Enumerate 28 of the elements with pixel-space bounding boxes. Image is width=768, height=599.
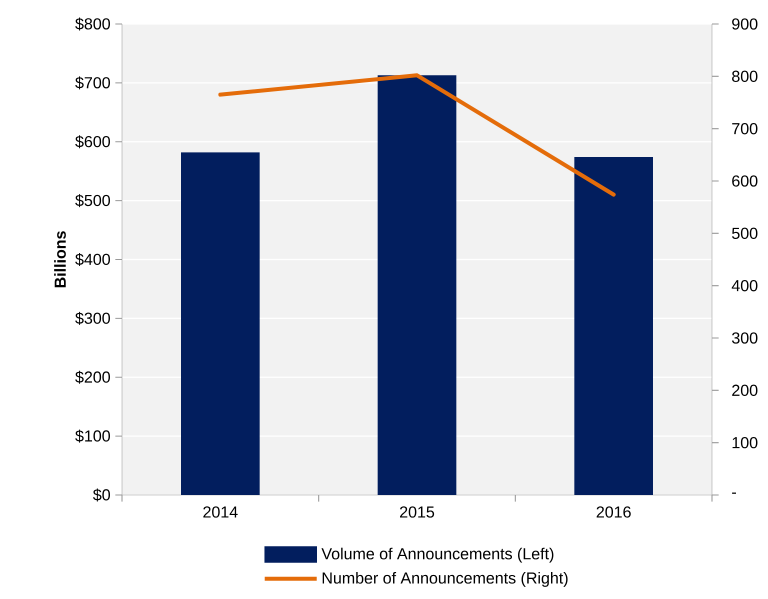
legend-label: Volume of Announcements (Left) bbox=[321, 548, 554, 563]
y2-tick-label: 500 bbox=[732, 228, 758, 239]
y-tick-label: $400 bbox=[75, 253, 110, 266]
y-tick-label: $800 bbox=[75, 18, 110, 30]
y-tick-label: $100 bbox=[75, 430, 110, 443]
y2-tick-label: 700 bbox=[732, 123, 758, 134]
y-tick-label: $0 bbox=[93, 488, 110, 502]
y2-tick-label: 100 bbox=[732, 436, 758, 448]
y-tick-label: $300 bbox=[75, 312, 110, 325]
legend-label: Number of Announcements (Right) bbox=[322, 572, 568, 587]
y2-tick-label: - bbox=[732, 492, 736, 494]
y-tick-label: $500 bbox=[75, 194, 110, 208]
y-axis-title: Billions bbox=[54, 231, 66, 288]
y-tick-label: $200 bbox=[75, 370, 110, 384]
x-tick-label: 2015 bbox=[400, 506, 434, 518]
x-tick-label: 2014 bbox=[203, 506, 238, 518]
bar bbox=[378, 75, 456, 495]
y2-tick-label: 800 bbox=[732, 70, 758, 82]
y2-tick-label: 600 bbox=[732, 175, 758, 187]
y-tick-label: $700 bbox=[75, 76, 110, 90]
y2-tick-label: 900 bbox=[732, 18, 758, 30]
y2-tick-label: 200 bbox=[732, 384, 758, 396]
x-tick-label: 2016 bbox=[596, 506, 631, 518]
y2-tick-label: 300 bbox=[732, 332, 758, 344]
bar bbox=[574, 157, 653, 495]
y2-tick-label: 400 bbox=[732, 280, 758, 292]
bar bbox=[181, 152, 260, 495]
y-tick-label: $600 bbox=[75, 135, 110, 148]
